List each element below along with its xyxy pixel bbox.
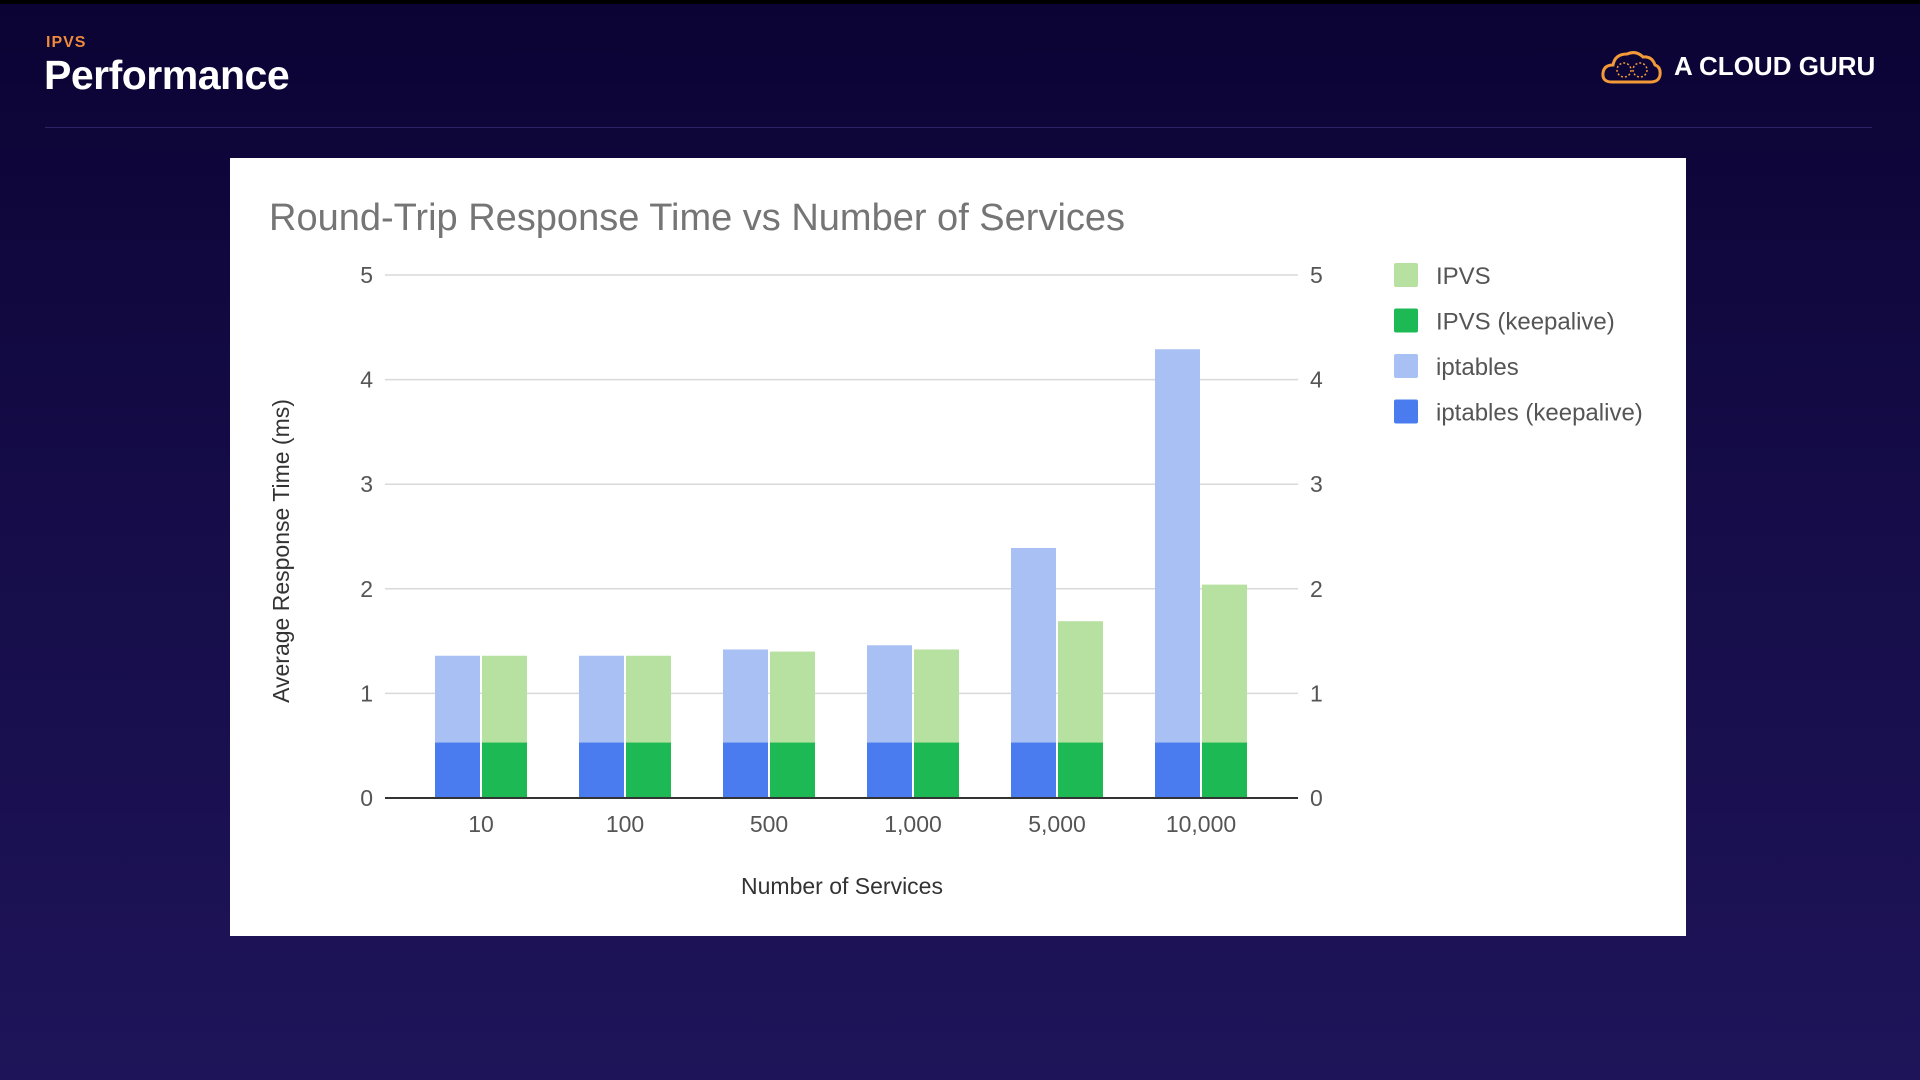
section-kicker: IPVS [46,34,87,51]
bar-iptables-keepalive [435,742,480,798]
legend-swatch [1394,308,1418,333]
brand-name: A CLOUD GURU [1674,50,1876,81]
bar-iptables [1155,349,1200,798]
bar-ipvs-keepalive [914,742,959,798]
y-tick-label-right: 0 [1310,785,1323,811]
bar-ipvs-keepalive [626,742,671,798]
header-divider [45,127,1872,128]
legend-swatch [1394,263,1418,287]
chart-title: Round-Trip Response Time vs Number of Se… [269,197,1125,239]
bar-chart: Round-Trip Response Time vs Number of Se… [268,197,1643,899]
legend-swatch [1394,354,1418,378]
y-tick-label-right: 5 [1310,262,1323,288]
y-axis-title: Average Response Time (ms) [268,399,294,703]
bar-ipvs-keepalive [770,742,815,798]
x-tick-label: 100 [606,811,644,837]
bar-iptables-keepalive [867,742,912,798]
legend-label: IPVS (keepalive) [1436,309,1615,336]
cloud-logo-icon [1601,51,1662,84]
bar-iptables-keepalive [1011,742,1056,798]
legend-label: iptables [1436,354,1519,381]
x-axis-title: Number of Services [741,873,943,899]
bar-iptables-keepalive [579,742,624,798]
y-tick-label-right: 2 [1310,576,1323,602]
bar-ipvs-keepalive [1058,742,1103,798]
x-tick-label: 500 [750,811,788,837]
legend-swatch [1394,399,1418,424]
y-tick-label-left: 3 [360,471,373,497]
legend-label: iptables (keepalive) [1436,400,1643,427]
y-tick-label-left: 0 [360,785,373,811]
y-tick-label-right: 1 [1310,680,1323,706]
y-tick-label-right: 4 [1310,367,1323,393]
bar-iptables-keepalive [723,742,768,798]
y-tick-label-left: 2 [360,576,373,602]
x-tick-label: 10,000 [1166,811,1236,837]
bar-iptables-keepalive [1155,742,1200,798]
y-tick-label-left: 4 [360,367,373,393]
y-tick-label-right: 3 [1310,471,1323,497]
y-tick-label-left: 1 [360,680,373,706]
x-tick-label: 5,000 [1028,811,1086,837]
x-tick-label: 1,000 [884,811,942,837]
bar-ipvs-keepalive [482,742,527,798]
x-tick-label: 10 [468,811,494,837]
brand-logo: A CLOUD GURU [1600,46,1875,86]
y-tick-label-left: 5 [360,262,373,288]
chart-card: Round-Trip Response Time vs Number of Se… [230,158,1686,936]
slide-title: Performance [44,52,290,98]
legend-label: IPVS [1436,263,1491,290]
bar-ipvs-keepalive [1202,742,1247,798]
